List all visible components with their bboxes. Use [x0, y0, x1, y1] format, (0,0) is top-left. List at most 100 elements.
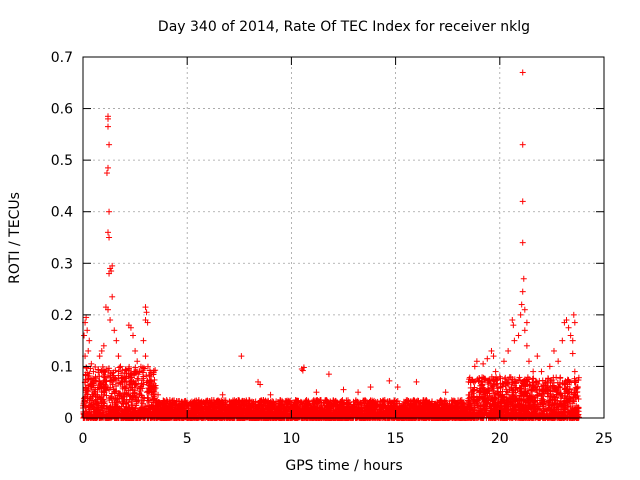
band-point [91, 408, 98, 415]
band-point [89, 378, 96, 385]
band-point [102, 385, 109, 392]
band-point [85, 414, 92, 421]
band-point [129, 384, 136, 391]
band-point [135, 371, 142, 378]
band-point [143, 389, 150, 396]
band-point [149, 404, 156, 411]
band-point [86, 403, 93, 410]
band-point [115, 390, 122, 397]
band-point [147, 369, 154, 376]
band-point [94, 393, 101, 400]
band-point [106, 397, 113, 404]
band-point [131, 390, 138, 397]
band-point [148, 401, 155, 408]
band-point [84, 369, 91, 376]
band-point [127, 378, 134, 385]
band-point [133, 380, 140, 387]
band-point [380, 397, 387, 404]
band-point [121, 393, 128, 400]
band-point [98, 404, 105, 411]
band-point [89, 397, 96, 404]
band-point [143, 372, 150, 379]
band-point [101, 374, 108, 381]
band-point [125, 405, 132, 412]
band-point [94, 411, 101, 418]
band-point [125, 367, 132, 374]
band-point [103, 366, 110, 373]
band-point [137, 414, 144, 421]
band-point [113, 396, 120, 403]
band-point [115, 375, 122, 382]
band-point [90, 390, 97, 397]
band-point [107, 370, 114, 377]
band-point [88, 376, 95, 383]
band-point [109, 381, 116, 388]
band-point [148, 389, 155, 396]
band-point [142, 409, 149, 416]
band-point [92, 363, 99, 370]
band-point [86, 375, 93, 382]
band-point [135, 396, 142, 403]
band-point [101, 377, 108, 384]
band-point [85, 404, 92, 411]
band-point [110, 386, 117, 393]
band-point [95, 406, 102, 413]
band-point [90, 384, 97, 391]
grid-lines [83, 57, 604, 418]
band-point [80, 398, 87, 405]
band-point [112, 367, 119, 374]
band-point [138, 383, 145, 390]
band-point [148, 385, 155, 392]
band-point [132, 370, 139, 377]
band-point [133, 400, 140, 407]
band-point [118, 411, 125, 418]
band-point [121, 370, 128, 377]
band-point [100, 400, 107, 407]
band-point [86, 396, 93, 403]
band-point [132, 382, 139, 389]
band-point [109, 399, 116, 406]
baseline-point-band [80, 363, 582, 421]
band-point [103, 402, 110, 409]
band-point [112, 395, 119, 402]
band-point [99, 368, 106, 375]
band-point [144, 363, 151, 370]
band-point [147, 411, 154, 418]
band-point [146, 381, 153, 388]
band-point [102, 413, 109, 420]
band-point [105, 406, 112, 413]
band-point [134, 397, 141, 404]
band-point [85, 372, 92, 379]
band-point [99, 407, 106, 414]
band-point [108, 409, 115, 416]
band-point [92, 398, 99, 405]
band-point [139, 410, 146, 417]
band-point [128, 398, 135, 405]
band-point [100, 389, 107, 396]
band-point [107, 408, 114, 415]
band-point [123, 389, 130, 396]
band-point [140, 367, 147, 374]
band-point [122, 405, 129, 412]
band-point [127, 370, 134, 377]
band-point [115, 399, 122, 406]
band-point [96, 381, 103, 388]
band-point [95, 369, 102, 376]
band-point [151, 376, 158, 383]
band-point [140, 373, 147, 380]
band-point [84, 387, 91, 394]
band-point [134, 375, 141, 382]
band-point [128, 372, 135, 379]
band-point [129, 404, 136, 411]
band-point [126, 412, 133, 419]
band-point [116, 364, 123, 371]
band-point [115, 380, 122, 387]
band-point [145, 394, 152, 401]
band-point [82, 376, 89, 383]
band-point [108, 393, 115, 400]
band-point [120, 401, 127, 408]
band-point [141, 405, 148, 412]
band-point [88, 411, 95, 418]
chart-title: Day 340 of 2014, Rate Of TEC Index for r… [158, 19, 530, 35]
